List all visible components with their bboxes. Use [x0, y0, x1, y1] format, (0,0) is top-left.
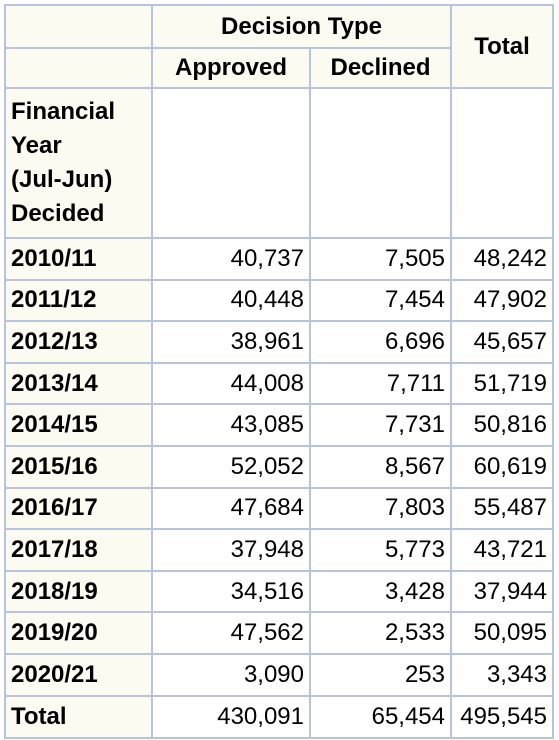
financial-year-header: Financial Year (Jul-Jun) Decided: [4, 87, 153, 239]
table-row: 2011/12 40,448 7,454 47,902: [4, 278, 554, 323]
approved-cell: 37,948: [151, 528, 311, 572]
declined-cell: 7,711: [309, 361, 452, 406]
year-cell: 2019/20: [4, 611, 153, 655]
year-cell: 2016/17: [4, 486, 153, 531]
totals-total: 495,545: [450, 694, 554, 739]
approved-cell: 47,684: [151, 486, 311, 531]
table-row: 2016/17 47,684 7,803 55,487: [4, 486, 554, 531]
corner-cell: [4, 4, 153, 49]
corner-cell-lower: [4, 47, 153, 89]
year-cell: 2018/19: [4, 569, 153, 614]
year-cell: 2020/21: [4, 652, 153, 697]
fy-line-1: Financial: [11, 98, 116, 125]
totals-declined: 65,454: [309, 694, 452, 739]
total-cell: 55,487: [450, 486, 554, 531]
empty-cell: [309, 87, 452, 239]
approved-cell: 40,448: [151, 278, 311, 323]
table-row: 2014/15 43,085 7,731 50,816: [4, 403, 554, 447]
approved-cell: 40,737: [151, 237, 311, 281]
table-row: 2012/13 38,961 6,696 45,657: [4, 320, 554, 364]
declined-cell: 7,454: [309, 278, 452, 323]
approved-cell: 38,961: [151, 320, 311, 364]
declined-cell: 6,696: [309, 320, 452, 364]
total-cell: 3,343: [450, 652, 554, 697]
fy-line-2: Year: [11, 132, 62, 159]
table-row: 2013/14 44,008 7,711 51,719: [4, 361, 554, 406]
total-column-header: Total: [450, 4, 554, 89]
approved-cell: 52,052: [151, 444, 311, 489]
totals-label: Total: [4, 694, 153, 739]
year-cell: 2013/14: [4, 361, 153, 406]
declined-cell: 3,428: [309, 569, 452, 614]
year-cell: 2017/18: [4, 528, 153, 572]
decision-type-header: Decision Type: [151, 4, 452, 49]
year-cell: 2012/13: [4, 320, 153, 364]
total-cell: 37,944: [450, 569, 554, 614]
table-row: 2019/20 47,562 2,533 50,095: [4, 611, 554, 655]
table-row: 2020/21 3,090 253 3,343: [4, 652, 554, 697]
totals-approved: 430,091: [151, 694, 311, 739]
total-cell: 50,095: [450, 611, 554, 655]
empty-cell: [450, 87, 554, 239]
declined-header: Declined: [309, 47, 452, 89]
empty-cell: [151, 87, 311, 239]
approved-cell: 3,090: [151, 652, 311, 697]
approved-cell: 47,562: [151, 611, 311, 655]
total-cell: 51,719: [450, 361, 554, 406]
totals-row: Total 430,091 65,454 495,545: [4, 694, 554, 739]
approved-header: Approved: [151, 47, 311, 89]
table-row: 2017/18 37,948 5,773 43,721: [4, 528, 554, 572]
approved-cell: 43,085: [151, 403, 311, 447]
table-row: 2015/16 52,052 8,567 60,619: [4, 444, 554, 489]
declined-cell: 7,803: [309, 486, 452, 531]
decisions-table: Decision Type Total Approved Declined Fi…: [4, 4, 554, 739]
declined-cell: 8,567: [309, 444, 452, 489]
declined-cell: 7,505: [309, 237, 452, 281]
total-cell: 48,242: [450, 237, 554, 281]
total-cell: 43,721: [450, 528, 554, 572]
total-cell: 45,657: [450, 320, 554, 364]
declined-cell: 2,533: [309, 611, 452, 655]
declined-cell: 5,773: [309, 528, 452, 572]
total-cell: 47,902: [450, 278, 554, 323]
declined-cell: 253: [309, 652, 452, 697]
declined-cell: 7,731: [309, 403, 452, 447]
year-cell: 2010/11: [4, 237, 153, 281]
table-row: 2018/19 34,516 3,428 37,944: [4, 569, 554, 614]
year-cell: 2014/15: [4, 403, 153, 447]
approved-cell: 44,008: [151, 361, 311, 406]
total-cell: 50,816: [450, 403, 554, 447]
table-row: 2010/11 40,737 7,505 48,242: [4, 237, 554, 281]
total-cell: 60,619: [450, 444, 554, 489]
fy-line-3: (Jul-Jun): [11, 166, 113, 193]
year-cell: 2015/16: [4, 444, 153, 489]
fy-line-4: Decided: [11, 200, 105, 227]
approved-cell: 34,516: [151, 569, 311, 614]
year-cell: 2011/12: [4, 278, 153, 323]
